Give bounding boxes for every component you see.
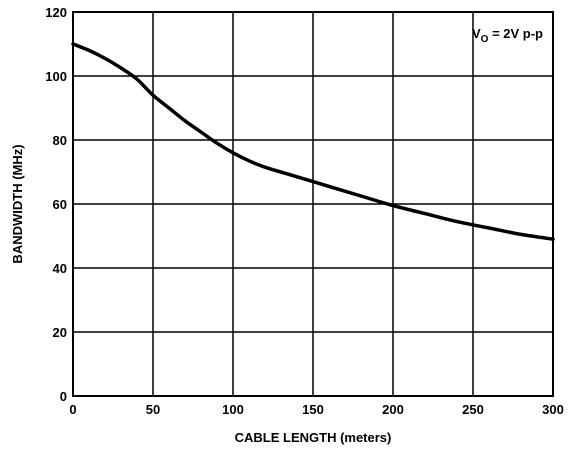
y-tick-label: 40 <box>53 261 67 276</box>
y-tick-label: 100 <box>45 69 67 84</box>
bandwidth-curve <box>71 42 555 241</box>
annotation-rest: = 2V p-p <box>488 26 543 41</box>
y-tick-labels: 0 20 40 60 80 100 120 <box>45 5 67 404</box>
y-tick-label: 60 <box>53 197 67 212</box>
x-tick-label: 50 <box>146 402 160 417</box>
vo-annotation: VO = 2V p-p <box>472 26 543 45</box>
x-tick-label: 100 <box>222 402 244 417</box>
curve-layer <box>71 42 555 241</box>
x-tick-label: 300 <box>542 402 564 417</box>
annotation-main: V <box>472 26 481 41</box>
x-tick-label: 250 <box>462 402 484 417</box>
grid <box>73 12 553 396</box>
y-tick-label: 80 <box>53 133 67 148</box>
y-tick-label: 120 <box>45 5 67 20</box>
x-tick-label: 0 <box>69 402 76 417</box>
x-axis-label: CABLE LENGTH (meters) <box>235 430 392 445</box>
plot-frame <box>72 11 554 397</box>
annotation-subscript: O <box>481 34 489 45</box>
y-tick-label: 20 <box>53 325 67 340</box>
y-axis-label: BANDWIDTH (MHz) <box>10 144 25 263</box>
y-tick-label: 0 <box>60 389 67 404</box>
x-tick-label: 200 <box>382 402 404 417</box>
x-tick-labels: 0 50 100 150 200 250 300 <box>69 402 563 417</box>
x-tick-label: 150 <box>302 402 324 417</box>
